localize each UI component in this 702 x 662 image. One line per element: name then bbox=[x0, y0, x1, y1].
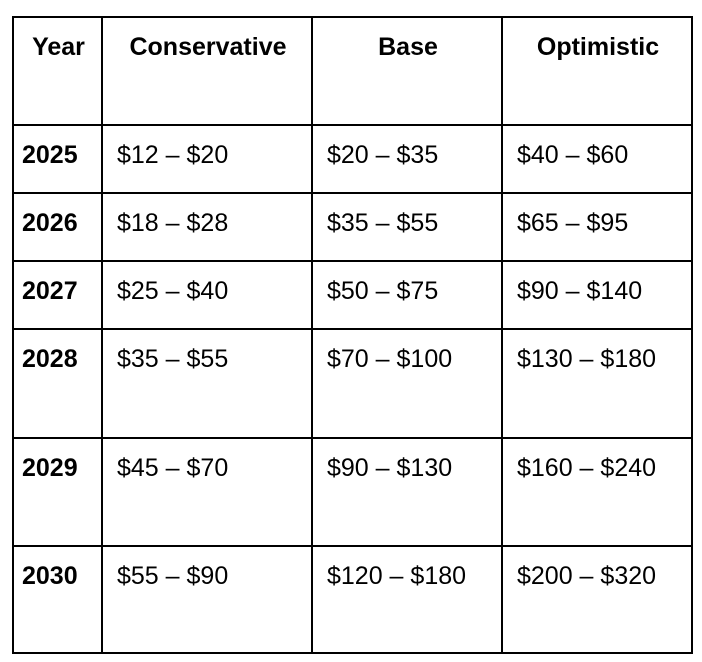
range-cell: $90 – $140 bbox=[501, 260, 693, 330]
range-cell: $12 – $20 bbox=[101, 124, 313, 194]
range-cell: $45 – $70 bbox=[101, 437, 313, 547]
year-cell: 2030 bbox=[12, 545, 103, 654]
range-cell: $25 – $40 bbox=[101, 260, 313, 330]
range-cell: $65 – $95 bbox=[501, 192, 693, 262]
table-row: 2029 $45 – $70 $90 – $130 $160 – $240 bbox=[12, 437, 693, 547]
header-row: Year Conservative Base Optimistic bbox=[12, 16, 693, 126]
header-cell: Base bbox=[311, 16, 503, 126]
range-cell: $130 – $180 bbox=[501, 328, 693, 439]
header-cell: Optimistic bbox=[501, 16, 693, 126]
range-cell: $18 – $28 bbox=[101, 192, 313, 262]
range-cell: $200 – $320 bbox=[501, 545, 693, 654]
year-cell: 2028 bbox=[12, 328, 103, 439]
range-cell: $35 – $55 bbox=[311, 192, 503, 262]
range-cell: $90 – $130 bbox=[311, 437, 503, 547]
table-row: 2028 $35 – $55 $70 – $100 $130 – $180 bbox=[12, 328, 693, 439]
year-cell: 2026 bbox=[12, 192, 103, 262]
range-cell: $20 – $35 bbox=[311, 124, 503, 194]
table-body: 2025 $12 – $20 $20 – $35 $40 – $60 2026 $18 –… bbox=[12, 124, 693, 654]
range-cell: $35 – $55 bbox=[101, 328, 313, 439]
table-row: 2027 $25 – $40 $50 – $75 $90 – $140 bbox=[12, 260, 693, 330]
range-cell: $50 – $75 bbox=[311, 260, 503, 330]
table-row: 2026 $18 – $28 $35 – $55 $65 – $95 bbox=[12, 192, 693, 262]
table-header: Year Conservative Base Optimistic bbox=[12, 16, 693, 126]
range-cell: $70 – $100 bbox=[311, 328, 503, 439]
year-cell: 2025 bbox=[12, 124, 103, 194]
range-cell: $55 – $90 bbox=[101, 545, 313, 654]
header-cell: Year bbox=[12, 16, 103, 126]
range-cell: $40 – $60 bbox=[501, 124, 693, 194]
table-row: 2025 $12 – $20 $20 – $35 $40 – $60 bbox=[12, 124, 693, 194]
table-row: 2030 $55 – $90 $120 – $180 $200 – $320 bbox=[12, 545, 693, 654]
header-cell: Conservative bbox=[101, 16, 313, 126]
year-cell: 2029 bbox=[12, 437, 103, 547]
forecast-table: Year Conservative Base Optimistic 2025 $12 –… bbox=[12, 16, 693, 654]
range-cell: $160 – $240 bbox=[501, 437, 693, 547]
year-cell: 2027 bbox=[12, 260, 103, 330]
range-cell: $120 – $180 bbox=[311, 545, 503, 654]
